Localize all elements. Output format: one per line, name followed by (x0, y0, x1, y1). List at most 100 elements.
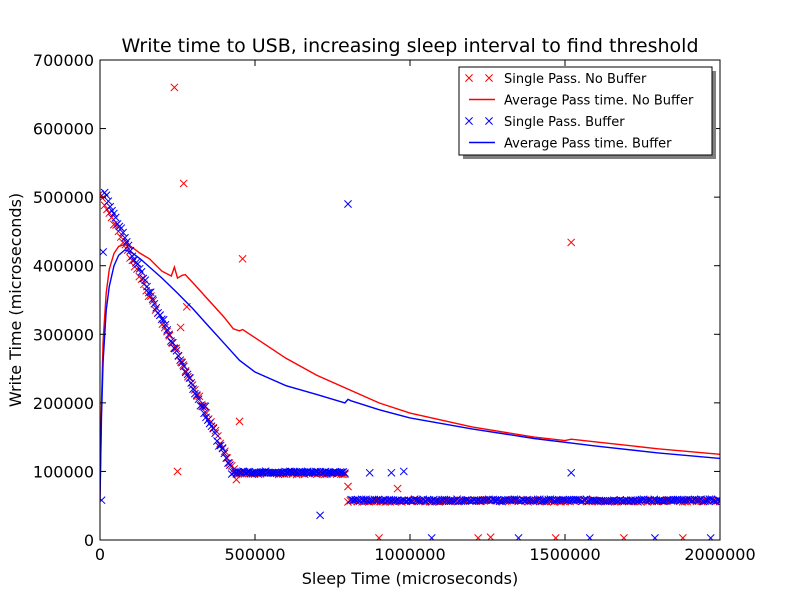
x-tick-label: 500000 (224, 545, 285, 564)
single-pass-buffer-point (220, 449, 229, 458)
single-pass-no-buffer-point (176, 323, 185, 332)
single-pass-buffer-point (168, 338, 177, 347)
single-pass-buffer-point (174, 351, 183, 360)
single-pass-buffer-point (329, 468, 338, 477)
single-pass-no-buffer-point (179, 179, 188, 188)
single-pass-buffer-point (276, 468, 285, 477)
single-pass-buffer-point (144, 288, 153, 297)
single-pass-buffer-point (351, 495, 360, 504)
single-pass-buffer-point (533, 495, 542, 504)
single-pass-buffer-point (706, 533, 715, 540)
single-pass-buffer-point (201, 402, 210, 411)
single-pass-buffer-point (650, 533, 659, 540)
single-pass-no-buffer-point (393, 484, 402, 493)
single-pass-buffer-point (159, 315, 168, 324)
single-pass-buffer-point (616, 495, 625, 504)
single-pass-buffer-point (427, 533, 436, 540)
single-pass-no-buffer-point (100, 194, 107, 203)
axes: 0 500000 1000000 1500000 2000000 0 100000 20000… (33, 51, 756, 564)
single-pass-buffer-point (187, 378, 196, 387)
y-tick-label: 400000 (33, 257, 94, 276)
single-pass-buffer-point (344, 200, 352, 208)
legend-marker-swatch (485, 117, 493, 125)
y-tick-label: 600000 (33, 120, 94, 139)
y-tick-label: 500000 (33, 188, 94, 207)
y-tick-label: 300000 (33, 325, 94, 344)
single-pass-no-buffer-point (173, 467, 182, 476)
single-pass-buffer-point (109, 209, 118, 218)
single-pass-buffer-point (512, 495, 521, 504)
single-pass-buffer-point (705, 495, 714, 504)
single-pass-buffer-point (185, 374, 194, 382)
x-axis-label: Sleep Time (microseconds) (302, 569, 519, 588)
single-pass-buffer-point (211, 429, 220, 438)
single-pass-buffer-point (150, 299, 159, 308)
single-pass-buffer-point (198, 402, 207, 411)
single-pass-buffer-point (701, 497, 710, 506)
single-pass-buffer-point (256, 468, 265, 477)
single-pass-buffer-point (100, 248, 108, 256)
single-pass-buffer-point (209, 424, 218, 433)
single-pass-buffer-point (414, 496, 423, 505)
single-pass-buffer-point (585, 533, 594, 540)
single-pass-no-buffer-point (200, 402, 208, 410)
single-pass-buffer-point (117, 224, 126, 233)
single-pass-buffer-point (336, 468, 345, 477)
single-pass-buffer-point (148, 295, 157, 304)
y-tick-label: 200000 (33, 394, 94, 413)
single-pass-no-buffer-point (216, 439, 225, 448)
single-pass-buffer-point (200, 409, 209, 418)
single-pass-buffer-point (365, 468, 374, 477)
single-pass-buffer-point (529, 496, 538, 505)
single-pass-no-buffer-point (678, 533, 687, 540)
legend-marker-swatch (485, 74, 493, 82)
single-pass-buffer-point (633, 497, 642, 506)
single-pass-no-buffer-point (179, 361, 188, 369)
single-pass-buffer-point (399, 467, 408, 476)
single-pass-buffer-point (410, 495, 419, 504)
single-pass-buffer-point (225, 461, 234, 470)
single-pass-buffer-point (510, 495, 519, 504)
single-pass-buffer-point (567, 468, 576, 477)
single-pass-no-buffer-point (170, 83, 179, 92)
y-tick-label: 0 (84, 531, 94, 550)
single-pass-buffer-point (100, 496, 106, 505)
single-pass-buffer-point (491, 495, 500, 504)
single-pass-buffer-point (406, 496, 415, 505)
single-pass-no-buffer-point (190, 385, 199, 394)
x-tick-label: 1500000 (529, 545, 600, 564)
single-pass-buffer-point (106, 202, 115, 211)
single-pass-buffer-point (514, 533, 523, 540)
single-pass-buffer-point (580, 495, 589, 504)
single-pass-no-buffer-point (100, 189, 104, 198)
single-pass-no-buffer-point (619, 533, 628, 540)
y-axis-label: Write Time (microseconds) (6, 193, 25, 407)
single-pass-buffer-point (104, 197, 113, 206)
single-pass-buffer-point (178, 358, 186, 367)
average-pass-time-no-buffer-line (100, 243, 720, 499)
average-pass-time-buffer-line (100, 249, 720, 499)
single-pass-buffer-point (163, 325, 172, 334)
single-pass-buffer-point (165, 330, 174, 339)
single-pass-buffer-point (694, 495, 703, 504)
single-pass-buffer-point (152, 303, 161, 312)
single-pass-buffer-point (133, 259, 142, 268)
single-pass-buffer-point (172, 346, 181, 355)
single-pass-no-buffer-point (474, 533, 483, 540)
single-pass-buffer-point (157, 315, 166, 324)
single-pass-buffer-point (161, 320, 170, 329)
legend: Single Pass. No Buffer Average Pass time.… (458, 66, 716, 159)
single-pass-buffer-point (448, 496, 457, 505)
single-pass-no-buffer-point (235, 417, 244, 426)
legend-marker-swatch (465, 117, 473, 125)
single-pass-no-buffer-point (172, 344, 181, 353)
legend-box (458, 66, 713, 156)
single-pass-no-buffer-point (223, 454, 232, 462)
legend-label: Single Pass. Buffer (504, 115, 625, 130)
single-pass-no-buffer-point (567, 238, 576, 247)
single-pass-buffer-point (155, 311, 164, 320)
single-pass-no-buffer-point (195, 392, 204, 401)
single-pass-buffer-point (120, 233, 129, 242)
single-pass-buffer-point (713, 495, 720, 504)
